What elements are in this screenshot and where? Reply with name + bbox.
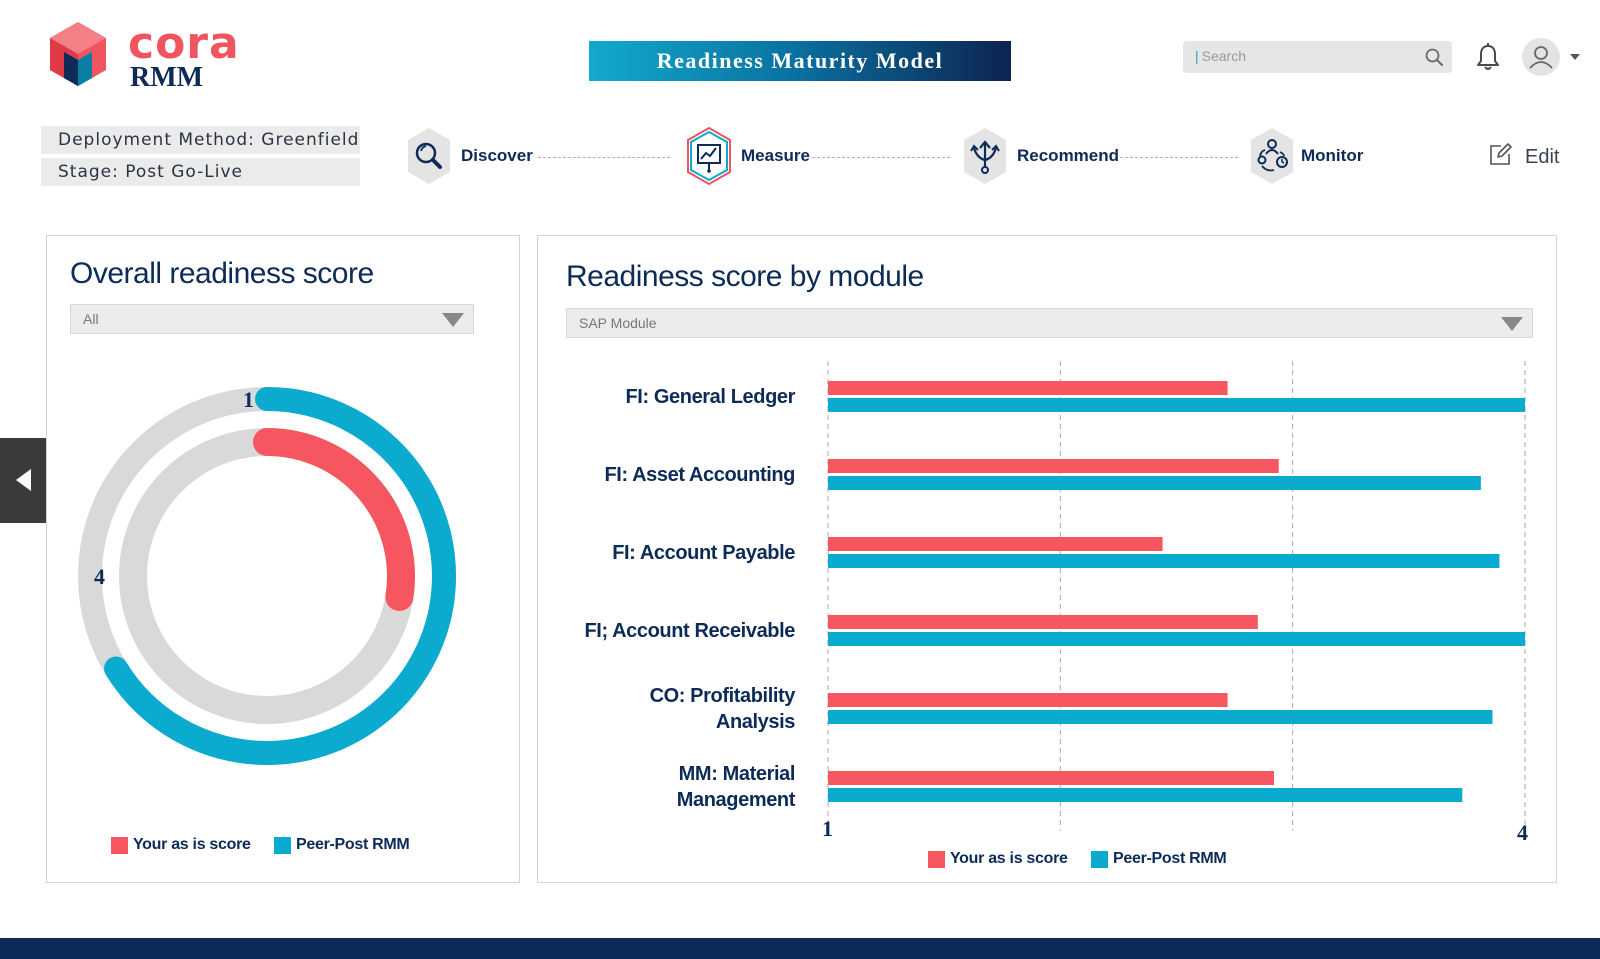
step-connector bbox=[1120, 157, 1238, 158]
chevron-down-icon[interactable] bbox=[1568, 52, 1582, 62]
category-label: FI: Account Payable bbox=[612, 542, 795, 564]
x-tick-label-min: 1 bbox=[822, 816, 833, 841]
legend-label-peer: Peer-Post RMM bbox=[296, 836, 410, 853]
bar-peer bbox=[828, 788, 1463, 802]
step-connector bbox=[538, 157, 670, 158]
radial-arc-peer bbox=[104, 387, 456, 765]
discover-magnifier-icon bbox=[408, 128, 450, 184]
bar-your-score bbox=[828, 771, 1275, 785]
legend-label-your-score: Your as is score bbox=[950, 850, 1068, 867]
page-title-banner: Readiness Maturity Model bbox=[589, 41, 1011, 81]
bar-peer bbox=[828, 710, 1493, 724]
step-measure[interactable]: Measure bbox=[685, 126, 825, 188]
bar-peer bbox=[828, 554, 1500, 568]
step-discover-label: Discover bbox=[461, 146, 533, 165]
step-discover[interactable]: Discover bbox=[405, 126, 545, 188]
search-placeholder: Search bbox=[1195, 48, 1246, 64]
edit-icon bbox=[1490, 143, 1512, 165]
category-label: CO: Profitability Analysis bbox=[649, 685, 796, 733]
module-filter-select[interactable]: SAP Module bbox=[566, 308, 1533, 338]
overall-readiness-title: Overall readiness score bbox=[70, 257, 374, 290]
edit-button[interactable]: Edit bbox=[1486, 140, 1566, 174]
step-recommend-label: Recommend bbox=[1017, 146, 1120, 165]
overall-radial-chart: 14 bbox=[78, 387, 456, 765]
search-input[interactable]: Search bbox=[1183, 41, 1452, 73]
step-recommend[interactable]: Recommend bbox=[961, 126, 1121, 188]
module-readiness-panel: Readiness score by module SAP Module FI:… bbox=[537, 235, 1557, 883]
avatar[interactable] bbox=[1522, 38, 1560, 76]
radial-scale-label-max: 4 bbox=[94, 564, 105, 589]
module-legend: Your as is score Peer-Post RMM bbox=[928, 848, 1248, 872]
step-monitor-label: Monitor bbox=[1301, 146, 1364, 165]
legend-swatch-your-score bbox=[928, 851, 945, 868]
chevron-down-icon bbox=[1501, 317, 1523, 331]
module-readiness-title: Readiness score by module bbox=[566, 260, 924, 293]
bar-your-score bbox=[828, 615, 1258, 629]
chevron-left-icon bbox=[16, 469, 31, 491]
bar-peer bbox=[828, 632, 1525, 646]
bar-peer bbox=[828, 476, 1481, 490]
module-category-labels: FI: General Ledger FI: Asset Accounting FI… bbox=[538, 236, 808, 884]
bar-your-score bbox=[828, 459, 1279, 473]
legend-label-your-score: Your as is score bbox=[133, 836, 251, 853]
legend-swatch-peer bbox=[274, 837, 291, 854]
stage-tag: Stage: Post Go-Live bbox=[41, 158, 360, 186]
bar-your-score bbox=[828, 537, 1163, 551]
edit-label: Edit bbox=[1525, 146, 1560, 168]
footer-bar bbox=[0, 938, 1600, 959]
radial-scale-label-min: 1 bbox=[243, 387, 254, 412]
logo-wordmark: cora bbox=[128, 18, 240, 69]
overall-filter-value: All bbox=[83, 311, 99, 327]
cora-logo-mark bbox=[50, 22, 106, 86]
monitor-people-icon bbox=[1251, 128, 1293, 184]
legend-swatch-your-score bbox=[111, 837, 128, 854]
overall-filter-select[interactable]: All bbox=[70, 304, 474, 334]
step-monitor[interactable]: Monitor bbox=[1248, 126, 1388, 188]
category-label: FI: General Ledger bbox=[625, 386, 795, 408]
bar-your-score bbox=[828, 693, 1228, 707]
step-connector bbox=[812, 157, 950, 158]
bar-your-score bbox=[828, 381, 1228, 395]
bell-icon[interactable] bbox=[1476, 43, 1500, 71]
measure-chart-icon bbox=[687, 126, 731, 186]
user-icon bbox=[1529, 46, 1553, 69]
category-label: FI: Asset Accounting bbox=[604, 464, 795, 486]
category-label: MM: Material Management bbox=[676, 763, 796, 811]
legend-swatch-peer bbox=[1091, 851, 1108, 868]
bar-peer bbox=[828, 398, 1525, 412]
logo-subtitle: RMM bbox=[130, 62, 204, 93]
overall-legend: Your as is score Peer-Post RMM bbox=[111, 834, 491, 858]
category-label: FI; Account Receivable bbox=[584, 620, 795, 642]
sidebar-toggle[interactable] bbox=[0, 438, 49, 523]
chevron-down-icon bbox=[442, 313, 464, 327]
step-measure-label: Measure bbox=[741, 146, 810, 165]
recommend-arrows-icon bbox=[964, 128, 1006, 184]
module-filter-value: SAP Module bbox=[579, 315, 657, 331]
deployment-method-tag: Deployment Method: Greenfield bbox=[41, 126, 360, 154]
radial-arc-your-score bbox=[253, 428, 415, 611]
search-icon[interactable] bbox=[1424, 47, 1444, 67]
legend-label-peer: Peer-Post RMM bbox=[1113, 850, 1227, 867]
x-tick-label-max: 4 bbox=[1517, 820, 1528, 845]
